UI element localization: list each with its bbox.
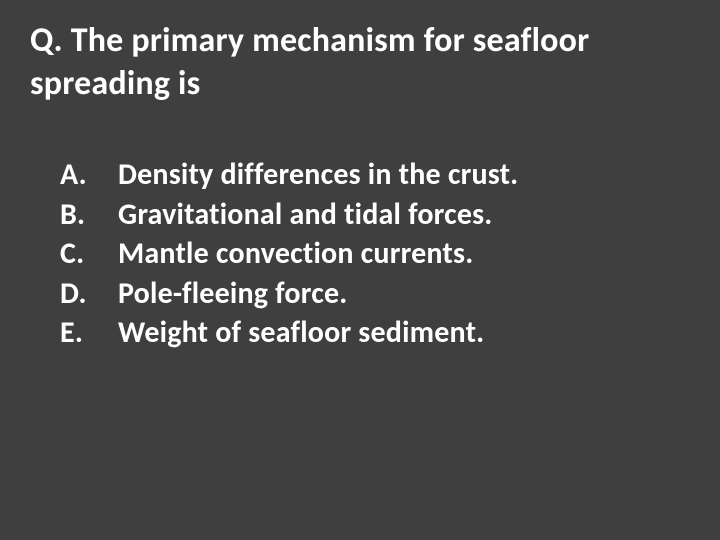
option-letter: A. (60, 155, 118, 195)
options-list: A. Density differences in the crust. B. … (30, 155, 690, 353)
option-b: B. Gravitational and tidal forces. (60, 195, 690, 235)
option-text: Mantle convection currents. (118, 234, 690, 274)
option-text: Weight of seafloor sediment. (118, 313, 690, 353)
option-letter: B. (60, 195, 118, 235)
question-text: Q. The primary mechanism for seafloor sp… (30, 20, 690, 105)
option-c: C. Mantle convection currents. (60, 234, 690, 274)
quiz-slide: Q. The primary mechanism for seafloor sp… (0, 0, 720, 540)
option-text: Pole-fleeing force. (118, 274, 690, 314)
option-letter: E. (60, 313, 118, 353)
option-text: Density differences in the crust. (118, 155, 690, 195)
option-d: D. Pole-fleeing force. (60, 274, 690, 314)
option-a: A. Density differences in the crust. (60, 155, 690, 195)
option-letter: C. (60, 234, 118, 274)
option-text: Gravitational and tidal forces. (118, 195, 690, 235)
option-e: E. Weight of seafloor sediment. (60, 313, 690, 353)
option-letter: D. (60, 274, 118, 314)
